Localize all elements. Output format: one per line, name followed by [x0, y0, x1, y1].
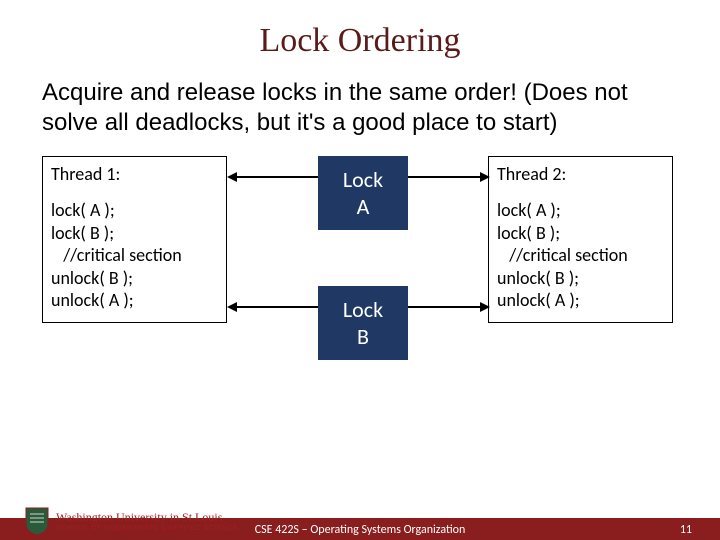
code-line: unlock( A );	[497, 289, 664, 312]
thread-1-title: Thread 1:	[51, 163, 218, 185]
arrow-line	[234, 176, 318, 178]
arrow-line	[408, 176, 482, 178]
university-name: Washington University in St.Louis	[56, 511, 238, 523]
diagram-area: Thread 1: lock( A ); lock( B ); //critic…	[0, 156, 720, 396]
code-line: //critical section	[51, 244, 218, 267]
lock-a-box: Lock A	[318, 156, 408, 230]
slide-footer: Washington University in St.Louis SCHOOL…	[0, 482, 720, 540]
arrow-line	[234, 306, 318, 308]
code-line: lock( A );	[51, 199, 218, 222]
code-line: //critical section	[497, 244, 664, 267]
arrow-head-icon	[480, 302, 490, 312]
slide: Lock Ordering Acquire and release locks …	[0, 0, 720, 540]
code-line: unlock( B );	[497, 267, 664, 290]
code-line: lock( B );	[51, 222, 218, 245]
page-number: 11	[680, 523, 692, 537]
slide-title: Lock Ordering	[0, 0, 720, 60]
code-line: lock( A );	[497, 199, 664, 222]
arrow-head-icon	[480, 172, 490, 182]
arrow-head-icon	[227, 172, 237, 182]
course-label: CSE 422S – Operating Systems Organizatio…	[0, 523, 720, 537]
code-line: lock( B );	[497, 222, 664, 245]
code-line: unlock( A );	[51, 289, 218, 312]
code-line: unlock( B );	[51, 267, 218, 290]
thread-1-box: Thread 1: lock( A ); lock( B ); //critic…	[42, 156, 227, 323]
arrow-line	[408, 306, 482, 308]
arrow-head-icon	[227, 302, 237, 312]
slide-body-text: Acquire and release locks in the same or…	[0, 60, 720, 138]
thread-2-title: Thread 2:	[497, 163, 664, 185]
lock-b-box: Lock B	[318, 286, 408, 360]
thread-2-box: Thread 2: lock( A ); lock( B ); //critic…	[488, 156, 673, 323]
